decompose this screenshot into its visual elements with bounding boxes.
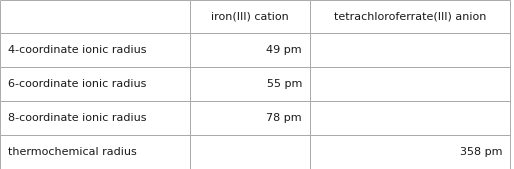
Text: 8-coordinate ionic radius: 8-coordinate ionic radius [8, 113, 146, 123]
Text: 6-coordinate ionic radius: 6-coordinate ionic radius [8, 79, 146, 89]
Text: 358 pm: 358 pm [460, 147, 502, 157]
Text: 49 pm: 49 pm [266, 45, 302, 55]
Text: iron(III) cation: iron(III) cation [211, 11, 289, 21]
Text: 78 pm: 78 pm [266, 113, 302, 123]
Text: 55 pm: 55 pm [267, 79, 302, 89]
Text: 4-coordinate ionic radius: 4-coordinate ionic radius [8, 45, 146, 55]
Text: tetrachloroferrate(III) anion: tetrachloroferrate(III) anion [334, 11, 486, 21]
Text: thermochemical radius: thermochemical radius [8, 147, 137, 157]
